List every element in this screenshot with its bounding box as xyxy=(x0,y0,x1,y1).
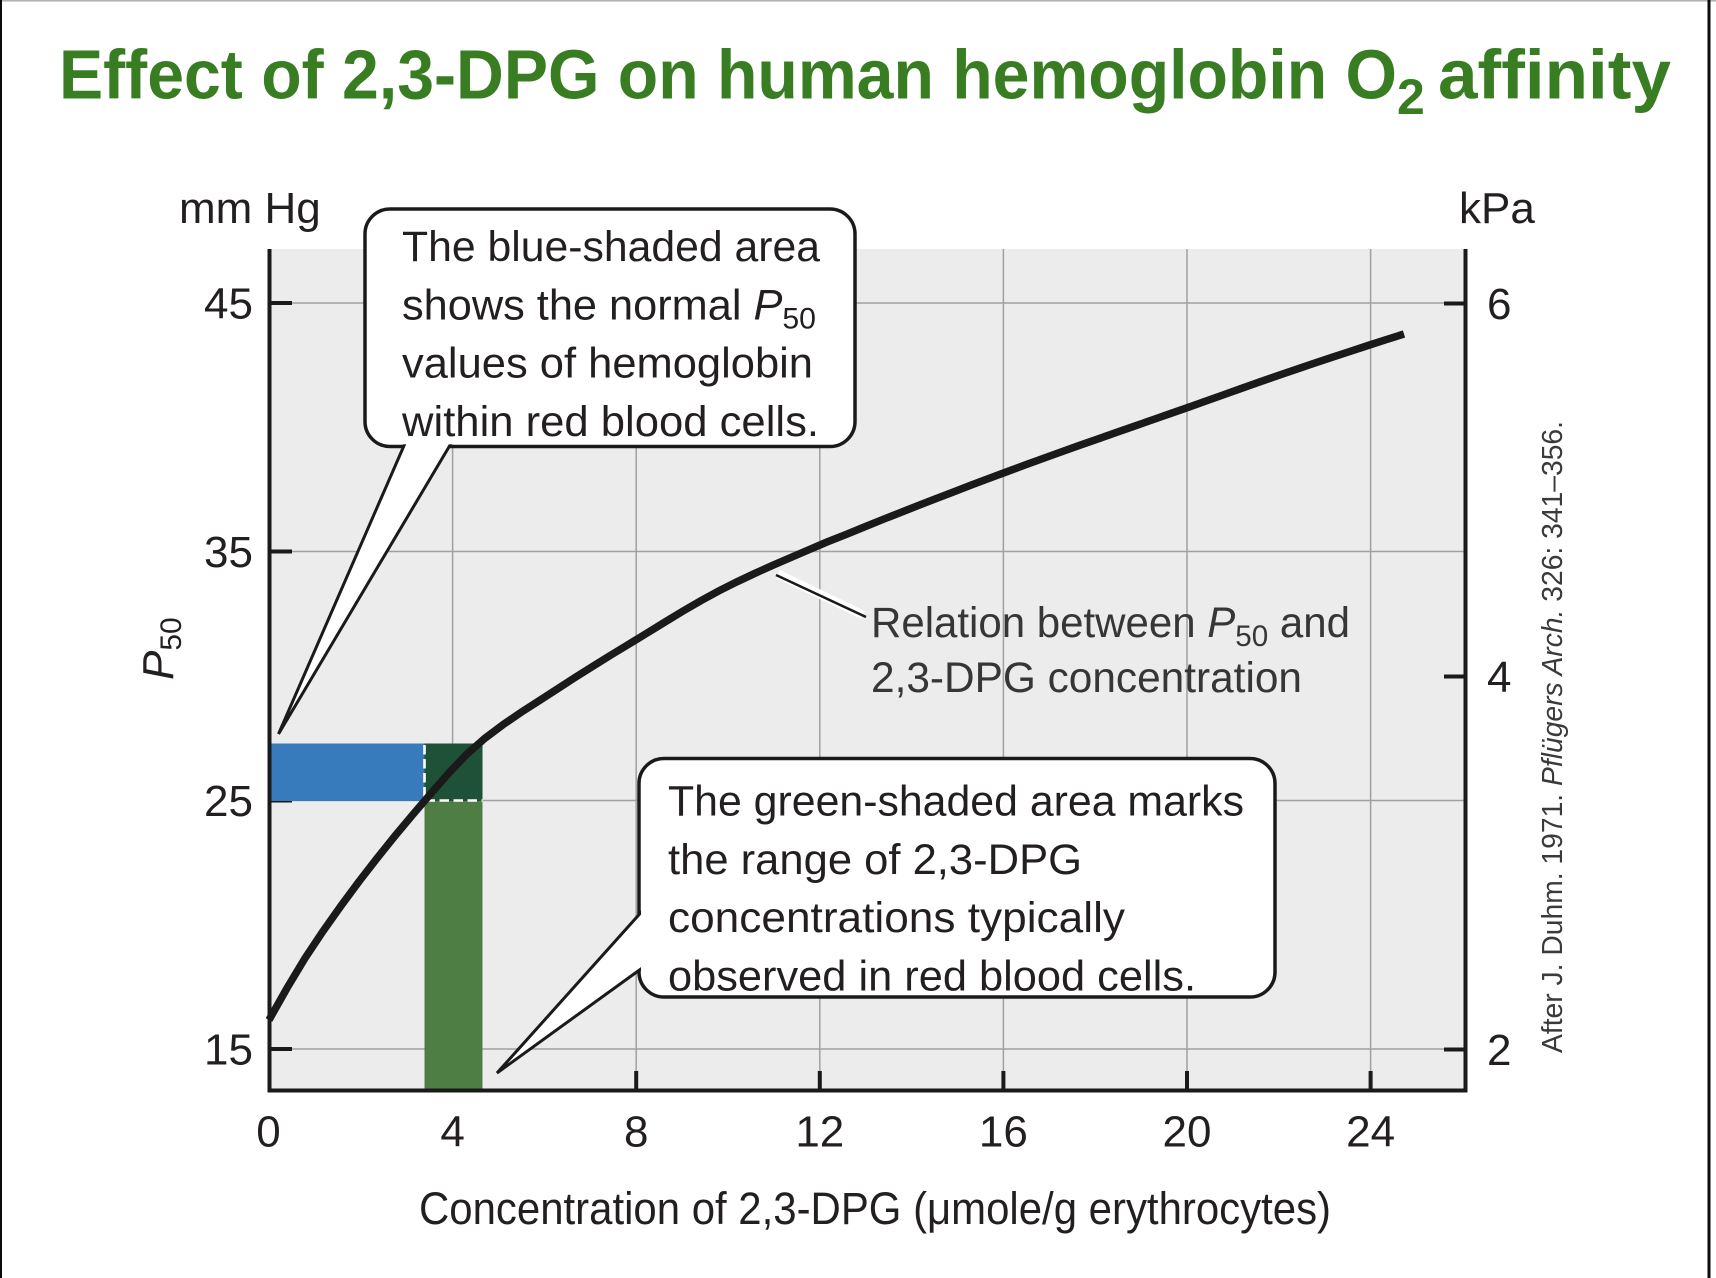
svg-text:mm Hg: mm Hg xyxy=(179,184,321,233)
svg-text:Concentration of 2,3-DPG (μmol: Concentration of 2,3-DPG (μmole/g erythr… xyxy=(419,1183,1331,1234)
svg-text:0: 0 xyxy=(256,1108,280,1157)
svg-text:8: 8 xyxy=(624,1108,648,1157)
svg-text:15: 15 xyxy=(204,1026,253,1075)
svg-text:6: 6 xyxy=(1487,280,1511,329)
svg-text:within red blood cells.: within red blood cells. xyxy=(401,398,819,446)
svg-text:values of hemoglobin: values of hemoglobin xyxy=(402,340,813,388)
svg-text:shows the normal P50: shows the normal P50 xyxy=(402,282,816,336)
svg-text:4: 4 xyxy=(440,1108,464,1157)
svg-text:The blue-shaded area: The blue-shaded area xyxy=(402,223,820,271)
svg-text:4: 4 xyxy=(1487,653,1511,702)
svg-text:Relation between P50 and: Relation between P50 and xyxy=(871,600,1350,653)
svg-text:the range of 2,3-DPG: the range of 2,3-DPG xyxy=(668,836,1082,884)
svg-text:kPa: kPa xyxy=(1459,184,1535,233)
svg-text:25: 25 xyxy=(204,777,253,826)
svg-text:observed in red blood cells.: observed in red blood cells. xyxy=(668,953,1196,1001)
svg-text:concentrations typically: concentrations typically xyxy=(668,894,1126,942)
svg-text:20: 20 xyxy=(1163,1108,1212,1157)
svg-text:12: 12 xyxy=(795,1108,844,1157)
svg-text:After J. Duhm. 1971. Pflügers: After J. Duhm. 1971. Pflügers Arch. 326:… xyxy=(1537,421,1569,1053)
svg-text:2: 2 xyxy=(1487,1026,1511,1075)
svg-text:35: 35 xyxy=(204,528,253,577)
svg-text:2,3-DPG concentration: 2,3-DPG concentration xyxy=(871,655,1302,702)
svg-text:16: 16 xyxy=(979,1108,1028,1157)
svg-text:affinity: affinity xyxy=(1438,36,1671,114)
svg-text:Effect of 2,3-DPG on human hem: Effect of 2,3-DPG on human hemoglobin O xyxy=(59,36,1397,114)
svg-text:24: 24 xyxy=(1346,1108,1395,1157)
svg-text:The green-shaded area marks: The green-shaded area marks xyxy=(668,778,1244,826)
svg-text:2: 2 xyxy=(1397,69,1425,125)
svg-text:45: 45 xyxy=(204,280,253,329)
